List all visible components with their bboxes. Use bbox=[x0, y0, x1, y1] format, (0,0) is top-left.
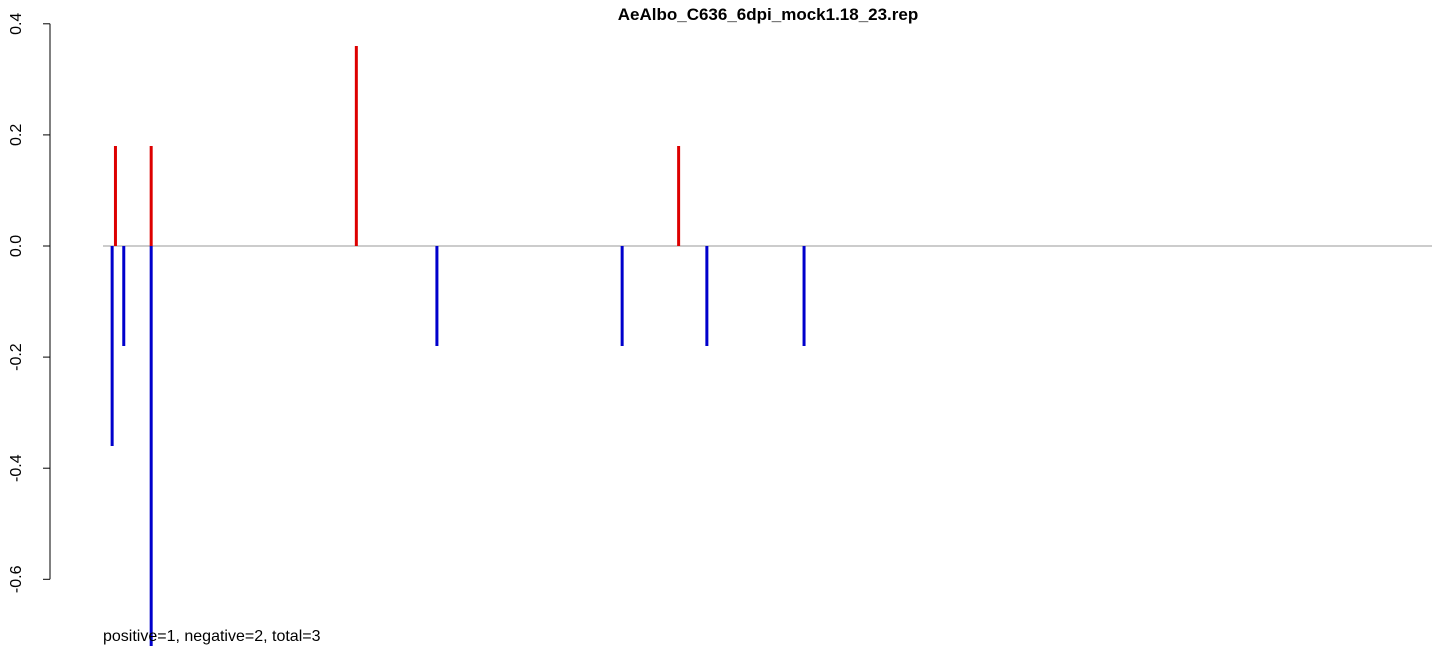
y-tick-label: -0.2 bbox=[8, 343, 25, 371]
y-tick-label: -0.6 bbox=[8, 565, 25, 593]
y-tick-label: 0.4 bbox=[8, 13, 25, 35]
bars-group bbox=[110, 46, 806, 646]
chart-title: AeAlbo_C636_6dpi_mock1.18_23.rep bbox=[618, 5, 919, 24]
y-tick-label: -0.4 bbox=[8, 454, 25, 482]
y-axis: -0.6 -0.4 -0.2 0.0 0.2 0.4 bbox=[8, 13, 51, 593]
y-tick-label: 0.0 bbox=[8, 235, 25, 257]
summary-annotation: positive=1, negative=2, total=3 bbox=[103, 628, 321, 645]
y-tick-label: 0.2 bbox=[8, 124, 25, 146]
